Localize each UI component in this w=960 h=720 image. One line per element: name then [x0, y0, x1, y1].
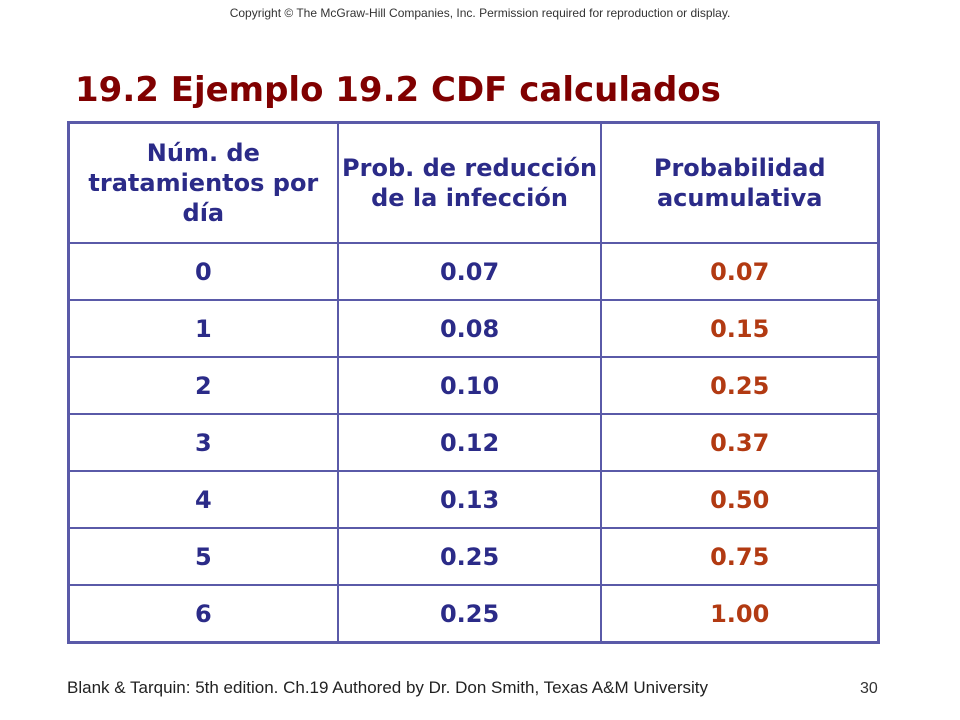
cell-probability: 0.25: [336, 527, 603, 586]
cell-cumulative: 0.15: [600, 299, 880, 358]
cell-treatments: 5: [67, 527, 339, 586]
cell-cumulative: 0.75: [600, 527, 880, 586]
cell-cumulative: 0.25: [600, 356, 880, 415]
header-prob-reduction: Prob. de reducción de la infección: [336, 121, 603, 244]
cell-probability: 0.10: [336, 356, 603, 415]
cell-probability: 0.25: [336, 584, 603, 644]
header-cumulative-prob: Probabilidad acumulativa: [600, 121, 880, 244]
copyright-notice: Copyright © The McGraw-Hill Companies, I…: [229, 6, 731, 20]
table-row: 1 0.08 0.15: [67, 299, 880, 358]
table-row: 3 0.12 0.37: [67, 413, 880, 472]
footer-credit: Blank & Tarquin: 5th edition. Ch.19 Auth…: [67, 678, 708, 697]
cell-treatments: 0: [67, 242, 339, 301]
cell-probability: 0.13: [336, 470, 603, 529]
table-row: 6 0.25 1.00: [67, 584, 880, 644]
slide-title: 19.2 Ejemplo 19.2 CDF calculados: [75, 70, 721, 110]
cell-cumulative: 0.07: [600, 242, 880, 301]
cell-treatments: 6: [67, 584, 339, 644]
page-number: 30: [860, 680, 878, 697]
table-row: 2 0.10 0.25: [67, 356, 880, 415]
cell-cumulative: 1.00: [600, 584, 880, 644]
table-row: 0 0.07 0.07: [67, 242, 880, 301]
cell-treatments: 3: [67, 413, 339, 472]
cell-probability: 0.07: [336, 242, 603, 301]
cell-cumulative: 0.50: [600, 470, 880, 529]
table-row: 4 0.13 0.50: [67, 470, 880, 529]
table-header-row: Núm. de tratamientos por día Prob. de re…: [67, 121, 880, 244]
cdf-table: Núm. de tratamientos por día Prob. de re…: [67, 121, 880, 644]
cell-treatments: 4: [67, 470, 339, 529]
table-row: 5 0.25 0.75: [67, 527, 880, 586]
header-num-treatments: Núm. de tratamientos por día: [67, 121, 339, 244]
cell-probability: 0.08: [336, 299, 603, 358]
cell-probability: 0.12: [336, 413, 603, 472]
cell-treatments: 1: [67, 299, 339, 358]
cell-treatments: 2: [67, 356, 339, 415]
cell-cumulative: 0.37: [600, 413, 880, 472]
